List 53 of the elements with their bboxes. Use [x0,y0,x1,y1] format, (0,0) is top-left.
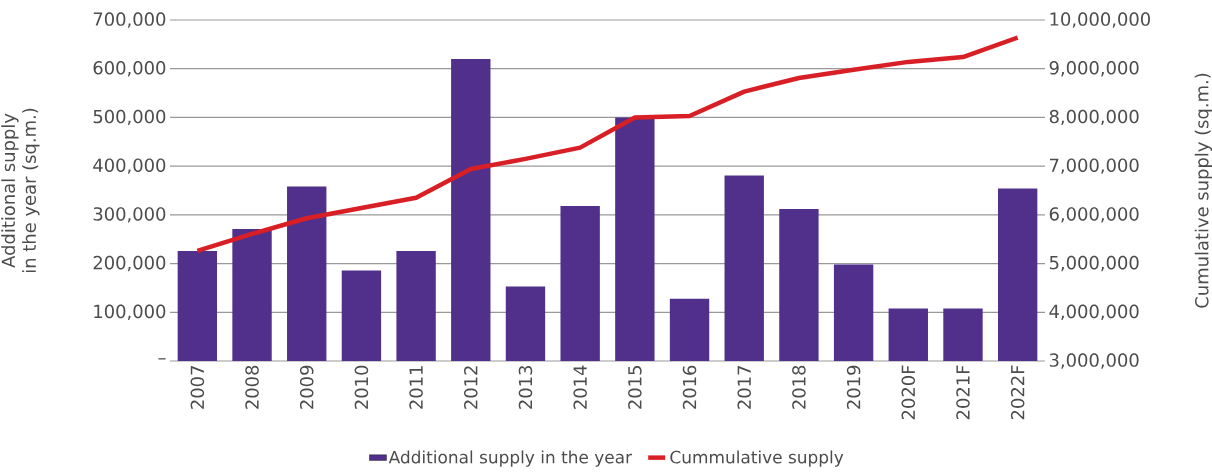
y2-tick-label: 3,000,000 [1049,353,1139,369]
x-tick-label: 2010 [354,365,369,409]
y-tick-label: 600,000 [93,61,166,77]
x-tick-label: 2013 [518,365,533,409]
x-tick-label: 2011 [409,366,423,409]
x-tick-label: 2017 [737,366,751,409]
x-tick-label: 2016 [682,365,697,409]
x-tick-label: 2007 [190,366,205,409]
x-tick-label: 2022F [1010,365,1025,420]
bar [615,117,655,361]
y2-tick-label: 5,000,000 [1049,255,1139,272]
bar [287,186,327,361]
x-tick-label: 2021F [956,365,970,420]
y-tick-label: 300,000 [93,207,166,223]
bar [232,228,272,361]
bar [997,188,1038,361]
y2-axis-title: Cumulative supply (sq.m.) [1194,73,1212,308]
x-tick-label: 2019 [846,365,861,409]
y-tick-label: 500,000 [93,109,166,126]
bar [560,206,600,361]
y2-tick-label: 7,000,000 [1050,158,1139,174]
line-series [195,35,1020,254]
x-tick-label: 2009 [299,365,314,409]
legend-label: Additional supply in the year [388,450,633,467]
x-tick-label: 2018 [792,365,806,409]
x-tick-label: 2014 [573,365,587,409]
bar [779,209,819,361]
bar [396,250,436,361]
x-tick-label: 2008 [245,365,259,409]
y2-tick-label: 10,000,000 [1050,12,1150,28]
y-tick-label: 100,000 [94,304,166,320]
y2-tick-label: 8,000,000 [1049,109,1139,126]
y-tick-label: – [158,358,166,360]
y2-tick-label: 6,000,000 [1049,207,1139,223]
y-tick-label: 400,000 [93,158,166,174]
y-axis-title: Additional supply in the year (sq.m.) [1,108,40,273]
bar [341,270,382,361]
bar [888,308,928,361]
bar [451,58,491,361]
x-tick-label: 2012 [464,366,478,409]
y2-tick-label: 9,000,000 [1049,61,1139,77]
bar [833,264,874,361]
bar [177,250,218,361]
bar [505,286,546,361]
bar [669,298,710,361]
x-tick-label: 2015 [628,366,642,409]
y2-tick-label: 4,000,000 [1049,304,1139,320]
legend-label: Cummulative supply [670,450,844,467]
y-tick-label: 200,000 [93,255,166,272]
bar [724,175,764,361]
x-tick-label: 2020F [901,365,916,420]
y-tick-label: 700,000 [93,12,166,28]
bar [943,308,983,361]
